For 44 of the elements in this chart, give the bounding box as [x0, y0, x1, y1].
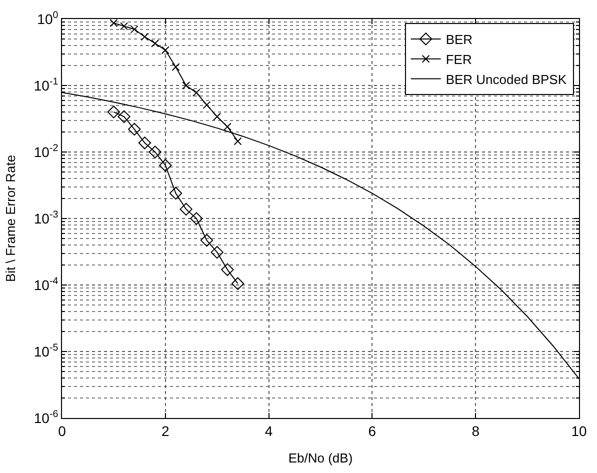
point: [161, 46, 170, 54]
y-tick-label: 10$^{-4}$: [34, 276, 59, 293]
point: [151, 39, 160, 48]
point: [190, 212, 203, 225]
legend-label: BER: [446, 32, 473, 48]
x-tick-label: 4: [264, 422, 273, 439]
point: [118, 110, 130, 124]
y-tick-label: 10$^{-3}$: [34, 210, 59, 226]
y-tick-label: 10$^{-5}$: [34, 342, 59, 360]
point: [213, 112, 222, 121]
x-axis-title: Eb/No (dB): [288, 450, 353, 466]
x-tick-label: 6: [368, 422, 376, 439]
point: [110, 19, 118, 28]
point: [210, 246, 224, 259]
point: [180, 202, 192, 216]
point: [140, 32, 149, 41]
legend-label: BER Uncoded BPSK: [446, 72, 567, 87]
y-tick-label: 10$^{-1}$: [34, 76, 58, 94]
y-tick-label: 10$^{0}$: [37, 10, 59, 27]
point: [130, 25, 138, 34]
point: [182, 82, 190, 90]
point: [234, 137, 242, 146]
point: [223, 122, 232, 131]
x-tick-label: 10: [571, 422, 587, 439]
point: [159, 158, 172, 172]
point: [169, 186, 182, 200]
point: [200, 234, 214, 247]
point: [172, 62, 180, 71]
point: [120, 22, 128, 30]
point: [202, 100, 211, 109]
y-axis-title: Bit \ Frame Error Rate: [2, 154, 18, 282]
point: [128, 122, 141, 136]
y-tick-label: 10$^{-2}$: [34, 143, 58, 160]
y-tick-label: 10$^{-6}$: [34, 409, 59, 426]
point: [148, 146, 162, 158]
point: [221, 263, 234, 276]
x-tick-label: 0: [58, 422, 66, 439]
x-tick-label: 8: [472, 422, 480, 439]
point: [138, 136, 152, 150]
x-tick-label: 2: [162, 422, 170, 439]
legend-label: FER: [446, 52, 472, 67]
point: [107, 106, 120, 118]
point: [231, 277, 244, 290]
point: [192, 88, 200, 97]
